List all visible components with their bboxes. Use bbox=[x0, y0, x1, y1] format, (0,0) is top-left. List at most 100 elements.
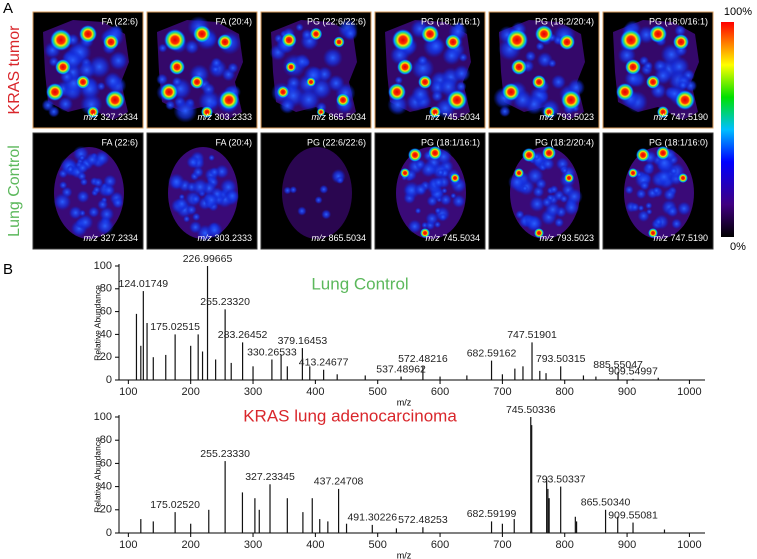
hotspot bbox=[160, 83, 178, 101]
mz-value: 747.5190 bbox=[670, 112, 708, 122]
hotspot bbox=[543, 106, 555, 118]
hotspot bbox=[535, 25, 553, 43]
signal bbox=[644, 161, 655, 172]
hotspot bbox=[675, 90, 695, 110]
ms-image: PG (18:1/16:0) m/z 747.5190 bbox=[602, 132, 714, 250]
peak-label: 885.55047 bbox=[593, 359, 643, 371]
signal bbox=[321, 209, 332, 220]
signal bbox=[508, 173, 526, 192]
peak-label: 682.59199 bbox=[467, 508, 517, 520]
mz-value: 327.2334 bbox=[100, 112, 138, 122]
lipid-label: PG (22:6/22:6) bbox=[307, 137, 366, 147]
x-tick-label: 400 bbox=[306, 539, 324, 551]
mz-label: m/z 747.5190 bbox=[653, 112, 708, 122]
signal bbox=[85, 152, 99, 167]
hotspot bbox=[316, 107, 326, 117]
lipid-label: PG (18:1/16:0) bbox=[649, 137, 708, 147]
signal bbox=[322, 47, 343, 68]
signal bbox=[639, 180, 650, 191]
signal bbox=[417, 55, 429, 67]
signal bbox=[436, 168, 445, 177]
signal bbox=[93, 177, 104, 188]
signal bbox=[294, 53, 311, 70]
peak-label: 682.59162 bbox=[467, 347, 517, 359]
lipid-label: PG (18:1/16:1) bbox=[421, 137, 480, 147]
hotspot bbox=[673, 34, 689, 50]
mz-value: 865.5034 bbox=[328, 112, 366, 122]
ms-image: PG (18:2/20:4) m/z 793.5023 bbox=[488, 132, 600, 250]
signal bbox=[643, 61, 654, 71]
signal bbox=[524, 50, 537, 62]
mz-prefix: m/z bbox=[197, 233, 212, 243]
signal bbox=[432, 176, 445, 189]
hotspot bbox=[418, 75, 432, 89]
hotspot bbox=[522, 148, 536, 162]
signal bbox=[554, 217, 564, 228]
ms-image: PG (18:2/20:4) m/z 793.5023 bbox=[488, 11, 600, 129]
lipid-label: PG (18:2/20:4) bbox=[535, 137, 594, 147]
y-tick-label: 100 bbox=[94, 411, 112, 423]
signal bbox=[102, 184, 116, 197]
mz-value: 303.2333 bbox=[214, 233, 252, 243]
mz-label: m/z 303.2333 bbox=[197, 112, 252, 122]
ms-image: FA (20:4) m/z 303.2333 bbox=[146, 11, 258, 129]
signal bbox=[76, 162, 89, 174]
x-tick-label: 1000 bbox=[677, 386, 701, 398]
signal bbox=[208, 154, 215, 162]
signal bbox=[441, 187, 448, 194]
y-tick-label: 20 bbox=[100, 351, 112, 363]
signal bbox=[635, 188, 647, 200]
signal bbox=[671, 218, 682, 230]
mz-label: m/z 865.5034 bbox=[311, 112, 366, 122]
hotspot bbox=[285, 61, 297, 73]
hotspot bbox=[657, 106, 669, 118]
signal bbox=[158, 43, 168, 53]
signal bbox=[426, 195, 438, 207]
signal bbox=[192, 212, 201, 222]
mz-label: m/z 303.2333 bbox=[197, 233, 252, 243]
hotspot bbox=[87, 106, 99, 118]
signal bbox=[92, 185, 101, 194]
x-tick-label: 300 bbox=[244, 539, 262, 551]
signal bbox=[452, 64, 471, 83]
signal bbox=[535, 41, 545, 51]
signal bbox=[319, 184, 329, 194]
hotspot bbox=[616, 83, 634, 101]
signal bbox=[630, 202, 640, 212]
panel-label: B bbox=[3, 261, 13, 278]
mz-prefix: m/z bbox=[539, 112, 554, 122]
y-tick-label: 100 bbox=[94, 260, 112, 272]
x-tick-label: 200 bbox=[182, 386, 200, 398]
signal bbox=[655, 168, 673, 186]
y-axis-label: Relative Abundance bbox=[92, 285, 102, 361]
row-label: KRAS tumor bbox=[6, 25, 23, 115]
signal bbox=[669, 167, 678, 175]
peak-label: 175.02515 bbox=[150, 321, 200, 333]
hotspot bbox=[561, 90, 581, 110]
mz-label: m/z 793.5023 bbox=[539, 112, 594, 122]
signal bbox=[663, 188, 677, 202]
hotspot bbox=[281, 32, 297, 48]
y-tick-label: 80 bbox=[100, 434, 112, 446]
peak-label: 226.99665 bbox=[183, 253, 233, 265]
hotspot bbox=[646, 75, 660, 89]
hotspot bbox=[420, 228, 430, 238]
signal bbox=[171, 76, 183, 87]
peak-label: 175.02520 bbox=[150, 499, 200, 511]
signal bbox=[95, 216, 114, 235]
peak-label: 255.23320 bbox=[200, 296, 250, 308]
signal bbox=[289, 186, 298, 194]
signal bbox=[425, 212, 439, 226]
signal bbox=[451, 194, 466, 208]
hotspot bbox=[445, 34, 461, 50]
signal bbox=[206, 221, 223, 239]
signal bbox=[414, 158, 426, 170]
x-tick-label: 500 bbox=[369, 539, 387, 551]
hotspot bbox=[502, 83, 520, 101]
hotspot bbox=[506, 29, 528, 51]
signal bbox=[529, 195, 546, 213]
signal bbox=[209, 166, 220, 178]
peak-label: 379.16453 bbox=[278, 335, 328, 347]
peak-label: 491.30226 bbox=[347, 512, 397, 524]
hotspot bbox=[219, 90, 239, 110]
